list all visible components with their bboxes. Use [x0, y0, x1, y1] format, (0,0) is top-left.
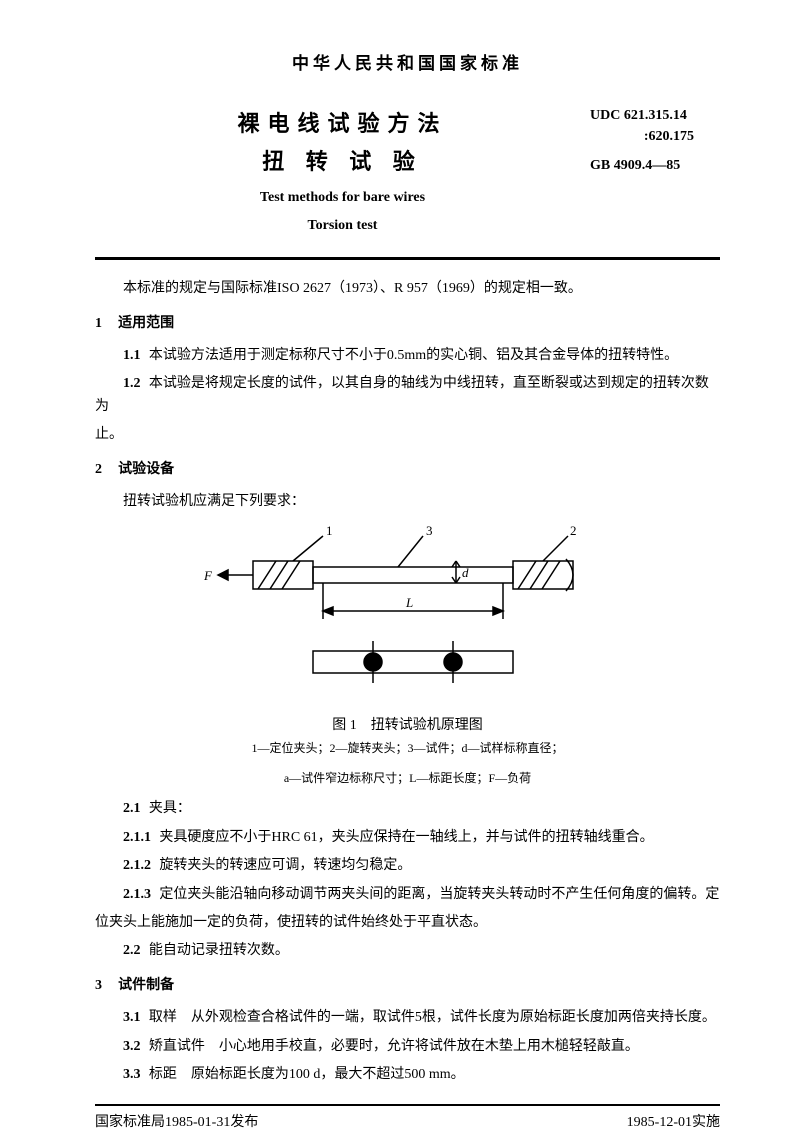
p33-num: 3.3: [123, 1067, 141, 1082]
p21-num: 2.1: [123, 801, 141, 816]
sec2-lead: 扭转试验机应满足下列要求：: [95, 491, 720, 513]
fig-legend1: 1—定位夹头；2—旋转夹头；3—试件；d—试样标称直径；: [95, 738, 720, 758]
diag-label-3: 3: [426, 523, 433, 538]
sec3-head: 3 试件制备: [95, 975, 720, 997]
udc-line2: :620.175: [590, 126, 720, 147]
p32-num: 3.2: [123, 1039, 141, 1054]
header-row: 裸电线试验方法 扭 转 试 验 Test methods for bare wi…: [95, 105, 720, 235]
fig-legend2: a—试件窄边标称尺寸；L—标距长度；F—负荷: [95, 768, 720, 788]
p32-text: 矫直试件 小心地用手校直，必要时，允许将试件放在木垫上用木槌轻轻敲直。: [149, 1039, 639, 1054]
p22-num: 2.2: [123, 943, 141, 958]
thick-rule: [95, 257, 720, 260]
title-block: 裸电线试验方法 扭 转 试 验 Test methods for bare wi…: [95, 105, 590, 235]
sec2-num: 2: [95, 459, 115, 481]
p213a-text: 定位夹头能沿轴向移动调节两夹头间的距离，当旋转夹头转动时不产生任何角度的偏转。定: [159, 887, 719, 902]
header-org: 中华人民共和国国家标准: [95, 50, 720, 77]
diag-label-d: d: [462, 565, 469, 580]
p12-text: 本试验是将规定长度的试件，以其自身的轴线为中线扭转，直至断裂或达到规定的扭转次数…: [95, 376, 709, 413]
title-en-2: Torsion test: [95, 216, 590, 236]
p212-text: 旋转夹头的转速应可调，转速均匀稳定。: [159, 858, 411, 873]
p212: 2.1.2 旋转夹头的转速应可调，转速均匀稳定。: [95, 855, 720, 877]
p31-text: 取样 从外观检查合格试件的一端，取试件5根，试件长度为原始标距长度加两倍夹持长度…: [149, 1010, 716, 1025]
p212-num: 2.1.2: [123, 858, 151, 873]
p32: 3.2 矫直试件 小心地用手校直，必要时，允许将试件放在木垫上用木槌轻轻敲直。: [95, 1036, 720, 1058]
sec1-num: 1: [95, 313, 115, 335]
udc-line1: UDC 621.315.14: [590, 105, 720, 126]
p33-text: 标距 原始标距长度为100 d，最大不超过500 mm。: [149, 1067, 465, 1082]
diag-label-2: 2: [570, 523, 577, 538]
p31-num: 3.1: [123, 1010, 141, 1025]
p213-num: 2.1.3: [123, 887, 151, 902]
fig-caption: 图 1 扭转试验机原理图: [95, 715, 720, 737]
p11-text: 本试验方法适用于测定标称尺寸不小于0.5mm的实心铜、铝及其合金导体的扭转特性。: [149, 348, 678, 363]
diag-label-1: 1: [326, 523, 333, 538]
sec1-p1: 1.1 本试验方法适用于测定标称尺寸不小于0.5mm的实心铜、铝及其合金导体的扭转…: [95, 345, 720, 367]
p31: 3.1 取样 从外观检查合格试件的一端，取试件5根，试件长度为原始标距长度加两倍夹…: [95, 1007, 720, 1029]
sec1-head: 1 适用范围: [95, 313, 720, 335]
p211-text: 夹具硬度应不小于HRC 61，夹头应保持在一轴线上，并与试件的扭转轴线重合。: [159, 830, 653, 845]
p213b: 位夹头上能施加一定的负荷，使扭转的试件始终处于平直状态。: [95, 912, 720, 934]
intro-text: 本标准的规定与国际标准ISO 2627（1973）、R 957（1969）的规定…: [95, 278, 720, 300]
diag-label-L: L: [405, 595, 413, 610]
diag-label-F: F: [203, 568, 213, 583]
p22-text: 能自动记录扭转次数。: [149, 943, 289, 958]
footer-row: 国家标准局1985-01-31发布 1985-12-01实施: [95, 1106, 720, 1134]
p11-num: 1.1: [123, 348, 141, 363]
code-block: UDC 621.315.14 :620.175 GB 4909.4—85: [590, 105, 720, 176]
p21: 2.1 夹具：: [95, 798, 720, 820]
sec1-p2a: 1.2本试验是将规定长度的试件，以其自身的轴线为中线扭转，直至断裂或达到规定的扭…: [95, 373, 720, 418]
sec2-title: 试验设备: [118, 462, 174, 477]
gb-code: GB 4909.4—85: [590, 155, 720, 176]
p12-num: 1.2: [123, 376, 141, 391]
sec1-p2b: 止。: [95, 424, 720, 446]
title-en-1: Test methods for bare wires: [95, 188, 590, 208]
footer-left: 国家标准局1985-01-31发布: [95, 1112, 258, 1134]
sec3-num: 3: [95, 975, 115, 997]
p213a: 2.1.3 定位夹头能沿轴向移动调节两夹头间的距离，当旋转夹头转动时不产生任何角度…: [95, 884, 720, 906]
p211: 2.1.1 夹具硬度应不小于HRC 61，夹头应保持在一轴线上，并与试件的扭转轴线…: [95, 827, 720, 849]
p211-num: 2.1.1: [123, 830, 151, 845]
title-cn-1: 裸电线试验方法: [95, 105, 590, 142]
p21-text: 夹具：: [149, 801, 191, 816]
torsion-diagram: 1 3 2 F d L: [198, 521, 618, 711]
p33: 3.3 标距 原始标距长度为100 d，最大不超过500 mm。: [95, 1064, 720, 1086]
title-cn-2: 扭 转 试 验: [95, 143, 590, 180]
sec2-head: 2 试验设备: [95, 459, 720, 481]
sec3-title: 试件制备: [118, 978, 174, 993]
p22: 2.2 能自动记录扭转次数。: [95, 940, 720, 962]
footer-right: 1985-12-01实施: [627, 1112, 720, 1134]
sec1-title: 适用范围: [118, 316, 174, 331]
